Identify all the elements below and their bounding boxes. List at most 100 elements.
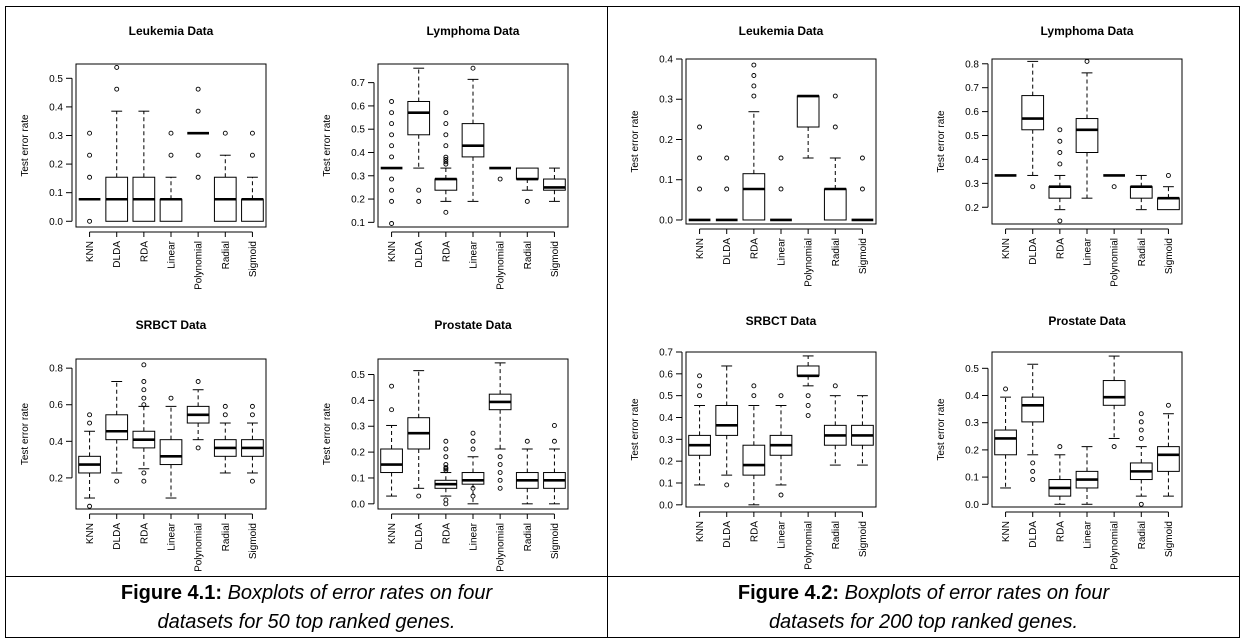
outlier-point <box>1030 184 1036 190</box>
outlier-point <box>389 154 395 160</box>
x-tick-label-knn: KNN <box>387 241 398 262</box>
box-sigmoid <box>241 130 264 222</box>
outlier-point <box>470 65 476 71</box>
outlier-point <box>222 403 228 409</box>
box-radial <box>1129 174 1153 211</box>
outlier-point <box>859 155 865 161</box>
plot-title: Leukemia Data <box>739 24 824 38</box>
box-rda <box>434 438 458 507</box>
boxplot-srbct-data: SRBCT Data 0.0 0.1 0.2 0.3 0.4 0.5 0.6 0.7 Test e… <box>630 314 877 570</box>
outlier-point <box>114 64 120 70</box>
boxplot-lymphoma-data: Lymphoma Data 0.1 0.2 0.3 0.4 0.5 0.6 0.7 Test e… <box>322 24 569 290</box>
x-tick-label-sigmoid: Sigmoid <box>1164 238 1175 274</box>
box-knn <box>380 383 403 497</box>
iqr-box <box>543 178 566 191</box>
outlier-point <box>389 132 395 138</box>
box-knn <box>688 124 711 222</box>
box-linear <box>461 65 485 202</box>
box-sigmoid <box>1157 402 1180 497</box>
outlier-point <box>751 383 757 389</box>
x-tick-label-sigmoid: Sigmoid <box>1164 521 1175 557</box>
boxplot-prostate-data: Prostate Data 0.0 0.1 0.2 0.3 0.4 0.5 Test erro… <box>322 318 569 572</box>
y-tick-label: 0.0 <box>659 215 673 226</box>
y-axis-label: Test error rate <box>936 398 947 461</box>
outlier-point <box>751 73 757 78</box>
figure-4-1-panel: Leukemia Data 0.0 0.1 0.2 0.3 0.4 0.5 Test erro… <box>5 6 608 577</box>
outlier-point <box>443 157 449 162</box>
x-tick-label-rda: RDA <box>139 241 150 262</box>
box-polynomial <box>489 166 511 182</box>
outlier-point <box>443 446 449 452</box>
x-tick-label-sigmoid: Sigmoid <box>248 241 259 277</box>
y-tick-label: 0.6 <box>49 400 63 411</box>
x-tick-label-dlda: DLDA <box>722 521 733 548</box>
box-dlda <box>1021 60 1045 190</box>
outlier-point <box>389 110 395 116</box>
box-linear <box>770 155 792 222</box>
outlier-point <box>443 159 449 165</box>
outlier-point <box>1057 150 1063 155</box>
box-sigmoid <box>851 155 874 222</box>
y-axis-label: Test error rate <box>936 110 947 173</box>
x-tick-label-linear: Linear <box>1083 520 1094 548</box>
outlier-point <box>497 454 503 460</box>
plot-frame <box>377 63 569 228</box>
x-tick-label-knn: KNN <box>85 241 96 262</box>
outlier-point <box>1057 218 1063 224</box>
box-radial <box>1129 411 1153 507</box>
box-linear <box>1075 446 1099 505</box>
caption-text-line1: Boxplots of error rates on four <box>844 582 1110 604</box>
box-polynomial <box>187 86 209 180</box>
x-tick-label-linear: Linear <box>469 522 480 550</box>
x-tick-label-radial: Radial <box>1137 238 1148 266</box>
y-tick-label: 0.4 <box>965 391 979 402</box>
box-rda <box>1048 444 1072 505</box>
y-tick-label: 0.5 <box>965 131 979 142</box>
outlier-point <box>416 198 422 204</box>
outlier-point <box>87 174 93 180</box>
caption-text-line2: datasets for 50 top ranked genes. <box>157 611 456 633</box>
box-linear <box>159 130 183 222</box>
iqr-box <box>434 178 458 191</box>
y-tick-label: 0.4 <box>965 155 979 166</box>
y-tick-label: 0.3 <box>965 179 979 190</box>
outlier-point <box>87 218 93 224</box>
outlier-point <box>859 186 865 192</box>
y-tick-label: 0.5 <box>49 74 63 85</box>
outlier-point <box>1084 58 1090 64</box>
outlier-point <box>1138 419 1144 425</box>
outlier-point <box>222 412 228 418</box>
box-radial <box>213 403 237 474</box>
outlier-point <box>389 407 395 413</box>
outlier-point <box>524 198 530 204</box>
outlier-point <box>751 62 757 68</box>
box-dlda <box>105 381 129 484</box>
y-axis-label: Test error rate <box>20 402 31 465</box>
iqr-box <box>796 95 820 128</box>
box-dlda <box>1021 363 1045 482</box>
y-tick-label: 0.7 <box>351 78 365 89</box>
x-tick-label-rda: RDA <box>441 523 452 544</box>
iqr-box <box>742 173 766 221</box>
y-tick-label: 0.6 <box>965 107 979 118</box>
outlier-point <box>389 121 395 127</box>
y-tick-label: 0.2 <box>965 445 979 456</box>
box-dlda <box>105 64 129 222</box>
x-tick-label-rda: RDA <box>441 241 452 262</box>
y-tick-label: 0.2 <box>351 195 365 206</box>
y-tick-label: 0.4 <box>49 437 63 448</box>
x-tick-label-rda: RDA <box>749 521 760 542</box>
outlier-point <box>249 478 255 484</box>
outlier-point <box>222 130 228 136</box>
outlier-point <box>87 412 93 418</box>
outlier-point <box>249 412 255 418</box>
iqr-box <box>1021 396 1045 423</box>
outlier-point <box>443 121 449 127</box>
x-tick-label-knn: KNN <box>695 521 706 542</box>
outlier-point <box>778 186 784 192</box>
outlier-point <box>778 393 784 399</box>
x-tick-label-linear: Linear <box>777 237 788 265</box>
outlier-point <box>751 83 757 89</box>
y-tick-label: 0.1 <box>659 478 673 489</box>
outlier-point <box>778 492 784 498</box>
